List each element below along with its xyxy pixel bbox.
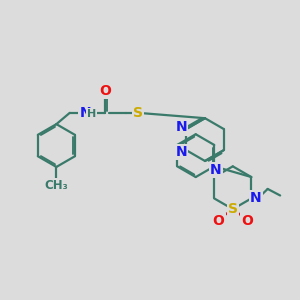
Text: N: N: [250, 191, 262, 206]
Text: S: S: [228, 202, 238, 216]
Text: N: N: [210, 163, 222, 177]
Text: N: N: [176, 145, 187, 159]
Text: S: S: [133, 106, 143, 120]
Text: O: O: [213, 214, 224, 228]
Text: CH₃: CH₃: [44, 179, 68, 192]
Text: H: H: [87, 109, 96, 119]
Text: N: N: [80, 106, 91, 120]
Text: N: N: [176, 120, 187, 134]
Text: O: O: [100, 84, 111, 98]
Text: O: O: [241, 214, 253, 228]
